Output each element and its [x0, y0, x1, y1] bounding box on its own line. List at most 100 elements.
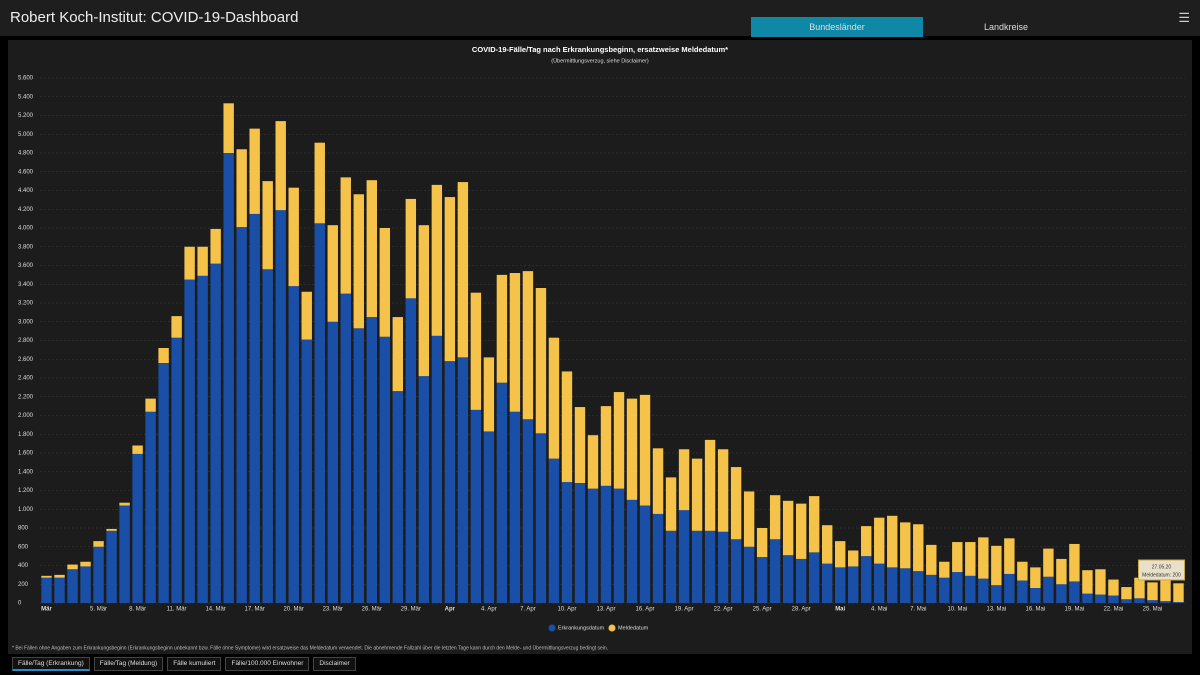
bar-segment — [769, 539, 781, 603]
bar-segment — [1004, 573, 1015, 603]
tab[interactable]: Fälle/Tag (Meldung) — [93, 657, 164, 671]
tab[interactable]: Bundesländer — [751, 17, 923, 37]
bar-segment — [756, 528, 768, 558]
y-tick-label: 5.400 — [18, 94, 34, 100]
bar-segment — [626, 499, 638, 603]
bar-segment — [158, 348, 169, 363]
bar-segment — [926, 544, 937, 575]
tab[interactable]: Fälle/Tag (Erkrankung) — [12, 657, 90, 671]
bar-segment — [861, 526, 872, 557]
bar-segment — [626, 398, 638, 500]
bar-segment — [561, 482, 573, 603]
bar-segment — [769, 495, 781, 540]
bar-segment — [913, 571, 924, 603]
bar-segment — [574, 407, 586, 483]
bar-segment — [119, 505, 130, 603]
bar-segment — [1017, 561, 1028, 581]
bar-segment — [939, 561, 950, 578]
bar-segment — [1069, 543, 1080, 582]
bar-segment — [431, 335, 443, 603]
bar-segment — [743, 491, 755, 547]
bar-segment — [106, 528, 117, 531]
bar-segment — [978, 537, 989, 579]
bar-segment — [314, 142, 325, 224]
bar-segment — [548, 458, 560, 603]
y-tick-label: 1.200 — [18, 488, 34, 494]
bar-segment — [561, 371, 573, 483]
app-title: Robert Koch-Institut: COVID-19-Dashboard — [10, 9, 299, 26]
bar-segment — [197, 275, 208, 603]
bar-segment — [522, 271, 534, 420]
bar-segment — [405, 298, 417, 603]
bar-segment — [418, 225, 430, 377]
bar-segment — [106, 530, 117, 603]
y-tick-label: 600 — [18, 544, 29, 550]
bar-segment — [574, 483, 586, 603]
bar-segment — [756, 557, 768, 603]
bar-segment — [262, 269, 273, 603]
bar-segment — [1108, 579, 1119, 596]
bar-segment — [874, 563, 885, 603]
bar-segment — [965, 575, 976, 603]
bar-segment — [1056, 584, 1067, 603]
bar-segment — [145, 398, 156, 412]
bar-segment — [887, 567, 898, 603]
bar-segment — [952, 572, 963, 603]
y-tick-label: 400 — [18, 563, 29, 569]
bar-segment — [223, 103, 234, 153]
bar-segment — [80, 561, 91, 567]
x-tick-label: 16. Apr — [636, 607, 655, 613]
x-tick-label: 4. Mai — [871, 607, 887, 613]
bar-segment — [54, 574, 65, 578]
x-tick-label: 5. Mär — [90, 607, 107, 613]
bar-segment — [132, 445, 143, 454]
tab[interactable]: Disclaimer — [313, 657, 356, 671]
bar-segment — [1121, 599, 1132, 603]
tooltip-date: 27.05.20 — [1152, 564, 1172, 570]
bar-segment — [496, 274, 508, 383]
x-tick-label: 13. Mai — [986, 607, 1006, 613]
bar-segment — [288, 286, 299, 603]
bar-segment — [184, 246, 195, 280]
bar-segment — [158, 363, 169, 603]
menu-icon[interactable]: ☰ — [1178, 10, 1190, 25]
tab[interactable]: Landkreise — [983, 22, 1029, 32]
bar-segment — [431, 184, 443, 336]
bar-segment — [288, 187, 299, 287]
bar-segment — [821, 563, 833, 603]
bar-segment — [730, 467, 742, 540]
x-tick-label: 28. Apr — [792, 607, 811, 613]
y-tick-label: 2.800 — [18, 338, 34, 344]
y-tick-label: 5.000 — [18, 132, 34, 138]
bar-segment — [717, 531, 729, 603]
bar-segment — [665, 530, 677, 603]
bar-segment — [1030, 588, 1041, 603]
y-tick-label: 4.400 — [18, 188, 34, 194]
bar-segment — [275, 121, 286, 211]
x-tick-label: 29. Mär — [401, 607, 421, 613]
bar-segment — [1147, 582, 1158, 601]
y-tick-label: 1.000 — [18, 507, 34, 513]
x-tick-label: 4. Apr — [481, 607, 497, 613]
y-tick-label: 2.600 — [18, 357, 34, 363]
bar-segment — [834, 567, 846, 603]
bar-segment — [782, 555, 794, 603]
x-tick-label: 23. Mär — [323, 607, 343, 613]
bar-segment — [587, 435, 599, 489]
bar-segment — [236, 227, 247, 603]
bar-segment — [327, 321, 338, 603]
chart: COVID-19-Fälle/Tag nach Erkrankungsbegin… — [12, 45, 1185, 651]
bar-segment — [691, 530, 703, 603]
tab[interactable]: Fälle/100.000 Einwohner — [225, 657, 310, 671]
bar-segment — [483, 357, 495, 432]
tab[interactable]: Fälle kumuliert — [167, 657, 222, 671]
bar-segment — [392, 391, 404, 603]
bar-segment — [1043, 576, 1054, 603]
bar-segment — [444, 197, 456, 362]
bottom-tabs: Fälle/Tag (Erkrankung) Fälle/Tag (Meldun… — [12, 657, 356, 671]
bar-segment — [366, 317, 377, 603]
bar-segment — [392, 317, 404, 392]
bar-segment — [522, 419, 534, 603]
bar-segment — [639, 394, 651, 506]
